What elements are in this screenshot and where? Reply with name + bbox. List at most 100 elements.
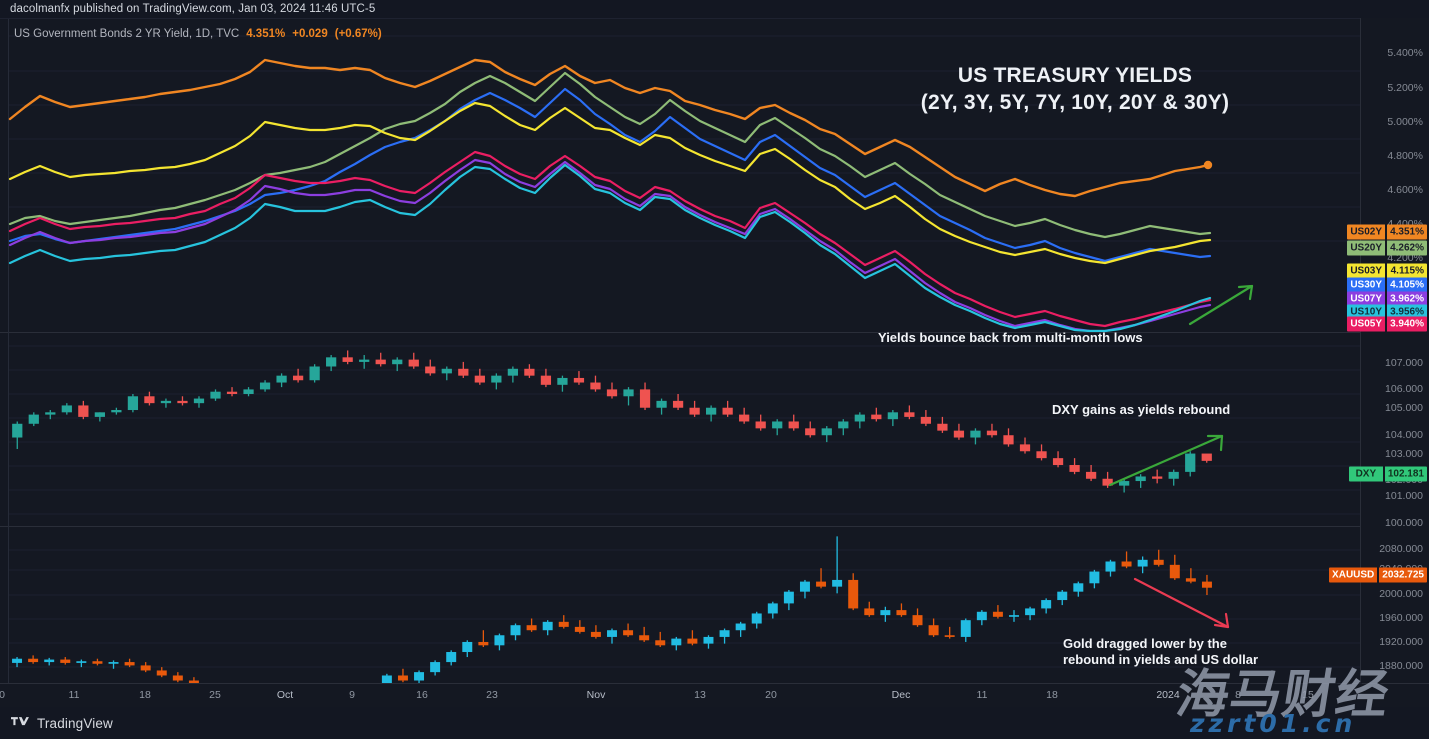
candle-body [127, 396, 139, 411]
candle-body [1036, 451, 1047, 459]
candle-body [44, 659, 55, 663]
time-axis-tick: 23 [486, 689, 498, 701]
price-tag-xauusd[interactable]: XAUUSD 2032.725 [1329, 567, 1427, 583]
chart-canvas[interactable]: US Government Bonds 2 YR Yield, 1D, TVC … [0, 18, 1429, 684]
price-tag-dxy[interactable]: DXY 102.181 [1348, 466, 1427, 482]
candle-body [243, 389, 254, 394]
dxy-candlestick-chart [9, 345, 1360, 515]
candle-body [1119, 481, 1130, 486]
candle-body [12, 658, 23, 663]
time-axis-tick: Dec [891, 689, 911, 701]
candle-body [854, 414, 865, 422]
candle-body [1089, 571, 1100, 584]
candle-body [739, 414, 750, 422]
price-tag-us10y[interactable]: US10Y 3.956% [1347, 304, 1427, 320]
candle-body [623, 389, 634, 397]
candle-body [1135, 476, 1146, 482]
candle-body [12, 423, 23, 438]
annotation-dxy: DXY gains as yields rebound [1052, 402, 1231, 417]
candle-body [1069, 465, 1080, 472]
candle-body [292, 375, 304, 381]
price-scale-tick: 1880.000 [1379, 660, 1423, 672]
candle-body [28, 414, 39, 424]
price-tag-us03y[interactable]: US03Y 4.115% [1347, 263, 1427, 279]
candle-body [821, 428, 832, 436]
candle-body [1009, 615, 1019, 617]
price-tag-us30y[interactable]: US30Y 4.105% [1347, 277, 1427, 293]
candle-body [540, 375, 552, 385]
price-tag-value: 4.115% [1387, 263, 1427, 279]
price-scale-tick: 5.000% [1387, 116, 1423, 128]
price-tag-symbol: DXY [1348, 466, 1383, 482]
price-tag-us05y[interactable]: US05Y 3.940% [1347, 316, 1427, 332]
candle-body [28, 658, 39, 663]
legend-symbol: US Government Bonds 2 YR Yield, 1D, TVC [14, 28, 240, 40]
candle-body [160, 400, 172, 404]
time-axis-tick: Oct [276, 689, 294, 701]
candle-body [177, 400, 188, 404]
candle-body [970, 430, 981, 438]
candle-body [960, 620, 971, 637]
series-us05y [8, 150, 1212, 328]
price-tag-us02y[interactable]: US02Y 4.351% [1347, 224, 1427, 240]
publisher-bar: dacolmanfx published on TradingView.com,… [0, 0, 1429, 18]
candle-body [1152, 476, 1163, 479]
price-tag-symbol: US02Y [1347, 224, 1385, 240]
candle-body [542, 621, 553, 631]
candle-body [462, 641, 473, 653]
price-tag-value: 3.956% [1387, 304, 1427, 320]
yields-up-arrow [1188, 284, 1254, 326]
price-scale[interactable]: 5.400%5.200%5.000%4.800%4.600%4.400%4.20… [1360, 18, 1429, 694]
candle-body [397, 675, 408, 681]
tradingview-logo[interactable]: TradingView [0, 716, 113, 731]
candle-body [871, 414, 882, 420]
candle-body [816, 581, 827, 587]
time-axis-tick: 13 [694, 689, 706, 701]
candle-body [887, 412, 898, 420]
candle-body [491, 375, 502, 383]
price-tag-us07y[interactable]: US07Y 3.962% [1347, 291, 1427, 307]
time-axis-tick: 18 [1046, 689, 1058, 701]
candle-body [928, 625, 939, 636]
candle-body [359, 359, 370, 362]
candle-body [156, 670, 167, 676]
candle-body [92, 661, 103, 664]
legend-change: +0.029 [292, 28, 328, 40]
candle-body [1169, 564, 1180, 579]
candle-body [832, 579, 843, 587]
tradingview-logo-text: TradingView [37, 715, 113, 731]
candle-body [912, 615, 923, 626]
candle-body [1073, 583, 1084, 592]
candle-body [574, 626, 585, 632]
pane-separator-2 [0, 526, 1429, 527]
chart-legend[interactable]: US Government Bonds 2 YR Yield, 1D, TVC … [14, 28, 382, 40]
candle-body [144, 396, 155, 404]
candle-body [992, 611, 1003, 617]
price-tag-value: 3.962% [1387, 291, 1427, 307]
candle-body [623, 630, 634, 636]
candle-body [226, 391, 238, 394]
candle-body [706, 407, 717, 415]
price-scale-tick: 5.200% [1387, 82, 1423, 94]
time-axis-tick: 25 [209, 689, 221, 701]
candle-body [655, 640, 666, 646]
time-axis-tick: 8 [1235, 689, 1241, 701]
series-us03y [8, 101, 1212, 265]
candle-body [1102, 478, 1113, 486]
price-scale-tick: 104.000 [1385, 429, 1423, 441]
time-axis-tick: 11 [68, 689, 80, 701]
candle-body [259, 382, 271, 390]
candle-body [441, 368, 452, 374]
brand-bar: TradingView [0, 707, 1429, 739]
candle-body [45, 412, 56, 415]
time-axis[interactable]: 0 11 18 25 Oct 9 16 23 Nov 13 20 Dec 11 18 2024 8 15 [0, 683, 1429, 707]
candle-body [458, 368, 469, 376]
candle-body [108, 662, 119, 664]
candle-body [1003, 435, 1014, 445]
candle-body [474, 375, 485, 383]
candle-body [1057, 591, 1068, 601]
candle-body [1019, 444, 1031, 452]
price-scale-tick: 1920.000 [1379, 636, 1423, 648]
price-tag-us20y[interactable]: US20Y 4.262% [1347, 240, 1427, 256]
candle-body [722, 407, 733, 415]
